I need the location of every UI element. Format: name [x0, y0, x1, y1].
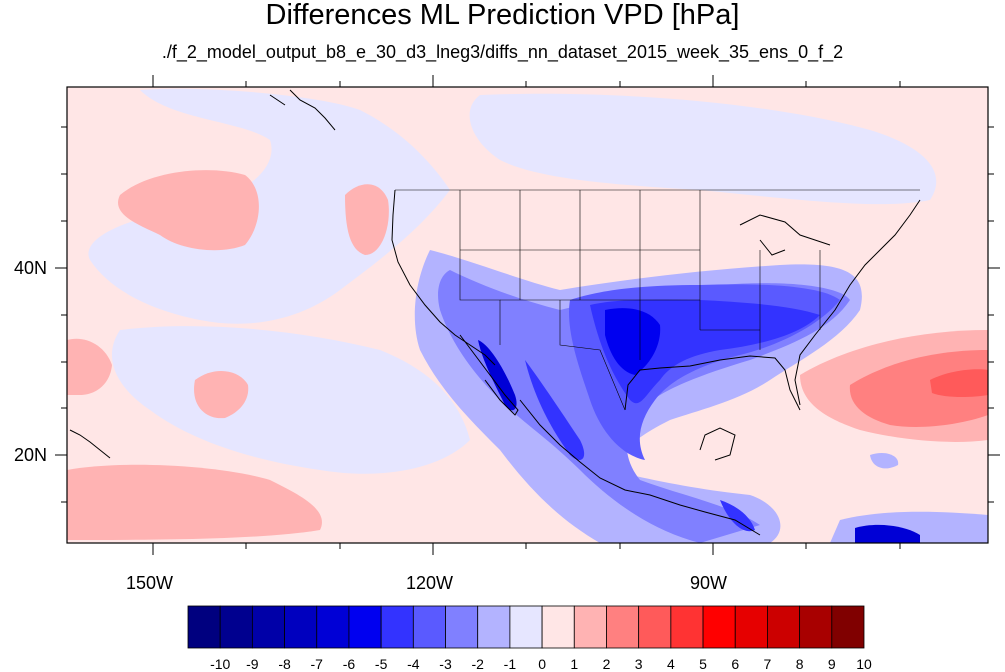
us-east-coast	[794, 199, 921, 406]
lat-label-40n: 40N	[14, 258, 48, 278]
colorbar-box	[541, 605, 575, 649]
colorbar-box	[477, 605, 511, 649]
colorbar-box	[509, 605, 543, 649]
texas-negative-core	[605, 308, 661, 375]
colorbar-tick-label: 0	[538, 656, 546, 672]
pacific-positive-patch-2	[345, 184, 389, 255]
colorbar-box	[573, 605, 607, 649]
colorbar-tick-label: 4	[666, 656, 675, 672]
colorbar-box	[670, 605, 704, 649]
lat-label-20n: 20N	[14, 445, 48, 465]
colorbar-tick-label: -6	[342, 656, 356, 672]
colorbar-tick-label: -5	[374, 656, 388, 672]
atlantic-strong-positive-region	[849, 350, 988, 427]
colorbar-tick-label: -2	[471, 656, 484, 672]
mexico-west-negative-core	[525, 360, 585, 460]
lon-label-150w: 150W	[126, 573, 174, 593]
coastlines	[69, 89, 921, 536]
colorbar	[187, 605, 865, 649]
colorbar-box	[445, 605, 479, 649]
pacific-positive-patch-3	[67, 338, 112, 395]
colorbar-tick-label: -9	[246, 656, 259, 672]
colorbar-box	[348, 605, 382, 649]
colorbar-tick-label: 8	[795, 656, 804, 672]
colorbar-tick-label: 6	[731, 656, 740, 672]
atlantic-core-positive-region	[930, 369, 988, 398]
baja-california	[459, 334, 519, 416]
hawaii	[69, 429, 111, 459]
yucatan	[699, 427, 736, 461]
map-subtitle: ./f_2_model_output_b8_e_30_d3_lneg3/diff…	[161, 42, 844, 62]
us-west-coast	[391, 189, 496, 366]
map-title: Differences ML Prediction VPD [hPa]	[265, 0, 740, 31]
vpd-difference-field	[67, 87, 988, 543]
gulf-coast	[624, 355, 801, 411]
pacific-positive-patch-4	[194, 370, 249, 419]
colorbar-tick-label: 9	[827, 656, 836, 672]
colorbar-box	[412, 605, 446, 649]
colorbar-box	[734, 605, 768, 649]
colorbar-box	[316, 605, 350, 649]
panama-negative-core	[855, 524, 920, 543]
colorbar-tick-label: -7	[310, 656, 323, 672]
colorbar-tick-label: 1	[570, 656, 579, 672]
caribbean-negative-patch	[870, 453, 899, 469]
colorbar-tick-label: -8	[278, 656, 291, 672]
colorbar-box	[251, 605, 285, 649]
colorbar-tick-label: 7	[763, 656, 772, 672]
colorbar-box	[799, 605, 833, 649]
pacific-positive-patch-1	[118, 170, 259, 251]
colorbar-tick-label: -4	[407, 656, 420, 672]
colorbar-tick-label: 3	[634, 656, 643, 672]
colorbar-box	[767, 605, 801, 649]
colorbar-tick-label: -1	[503, 656, 517, 672]
mexico-west-coast	[519, 399, 761, 536]
pacific-negative-region	[88, 88, 450, 324]
colorbar-box	[606, 605, 640, 649]
central-pacific-negative-region	[111, 326, 470, 474]
lon-label-90w: 90W	[690, 573, 728, 593]
great-lakes	[739, 214, 831, 256]
colorbar-tick-label: 10	[856, 656, 872, 672]
colorbar-tick-label: 5	[699, 656, 707, 672]
colorbar-box	[638, 605, 672, 649]
colorbar-box	[187, 605, 221, 649]
alaska-coast	[269, 89, 336, 131]
colorbar-tick-label: 2	[602, 656, 611, 672]
colorbar-box	[380, 605, 414, 649]
central-america-negative-core	[720, 500, 755, 532]
colorbar-box	[284, 605, 318, 649]
colorbar-tick-label: -3	[439, 656, 452, 672]
colorbar-tick-label: -10	[210, 656, 231, 672]
axis-ticks	[55, 75, 1000, 555]
colorbar-box	[702, 605, 736, 649]
colorbar-box	[831, 605, 865, 649]
north-negative-region	[469, 93, 937, 205]
lon-label-120w: 120W	[406, 573, 454, 593]
state-borders	[395, 189, 920, 411]
colorbar-box	[219, 605, 253, 649]
pacific-positive-patch-5	[67, 464, 322, 540]
